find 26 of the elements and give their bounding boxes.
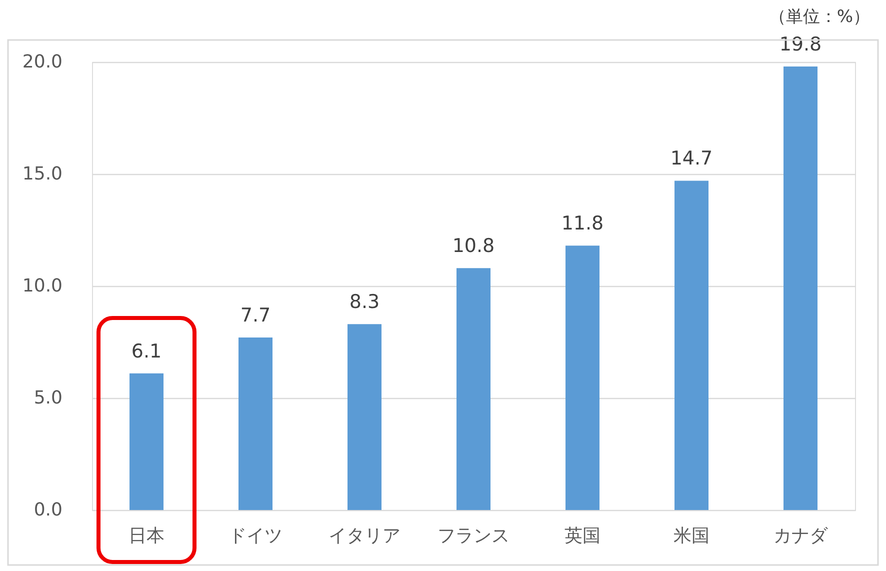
bar bbox=[238, 338, 273, 510]
data-label: 14.7 bbox=[670, 148, 713, 170]
x-tick-label: 英国 bbox=[564, 526, 600, 546]
bar bbox=[456, 268, 491, 510]
bar bbox=[129, 373, 164, 510]
data-label: 7.7 bbox=[240, 304, 271, 327]
bar bbox=[347, 324, 382, 510]
y-tick-label: 15.0 bbox=[22, 164, 62, 184]
data-label: 6.1 bbox=[131, 340, 162, 362]
bar bbox=[674, 180, 709, 510]
bar bbox=[565, 246, 600, 510]
x-tick-label: イタリア bbox=[328, 526, 400, 546]
y-tick-label: 10.0 bbox=[22, 276, 62, 296]
x-tick-label: カナダ bbox=[774, 526, 828, 546]
data-label: 10.8 bbox=[452, 235, 495, 258]
bar bbox=[783, 66, 818, 510]
data-label: 11.8 bbox=[561, 212, 604, 235]
text: （単位：%） bbox=[768, 7, 870, 27]
y-tick-label: 20.0 bbox=[22, 52, 62, 72]
x-tick-label: 米国 bbox=[674, 526, 710, 546]
y-tick-label: 5.0 bbox=[34, 388, 62, 408]
data-label: 8.3 bbox=[349, 291, 380, 314]
x-tick-label: フランス bbox=[438, 526, 510, 546]
x-tick-label: 日本 bbox=[128, 526, 164, 546]
y-tick-label: 0.0 bbox=[34, 500, 62, 520]
x-tick-label: ドイツ bbox=[228, 526, 282, 546]
